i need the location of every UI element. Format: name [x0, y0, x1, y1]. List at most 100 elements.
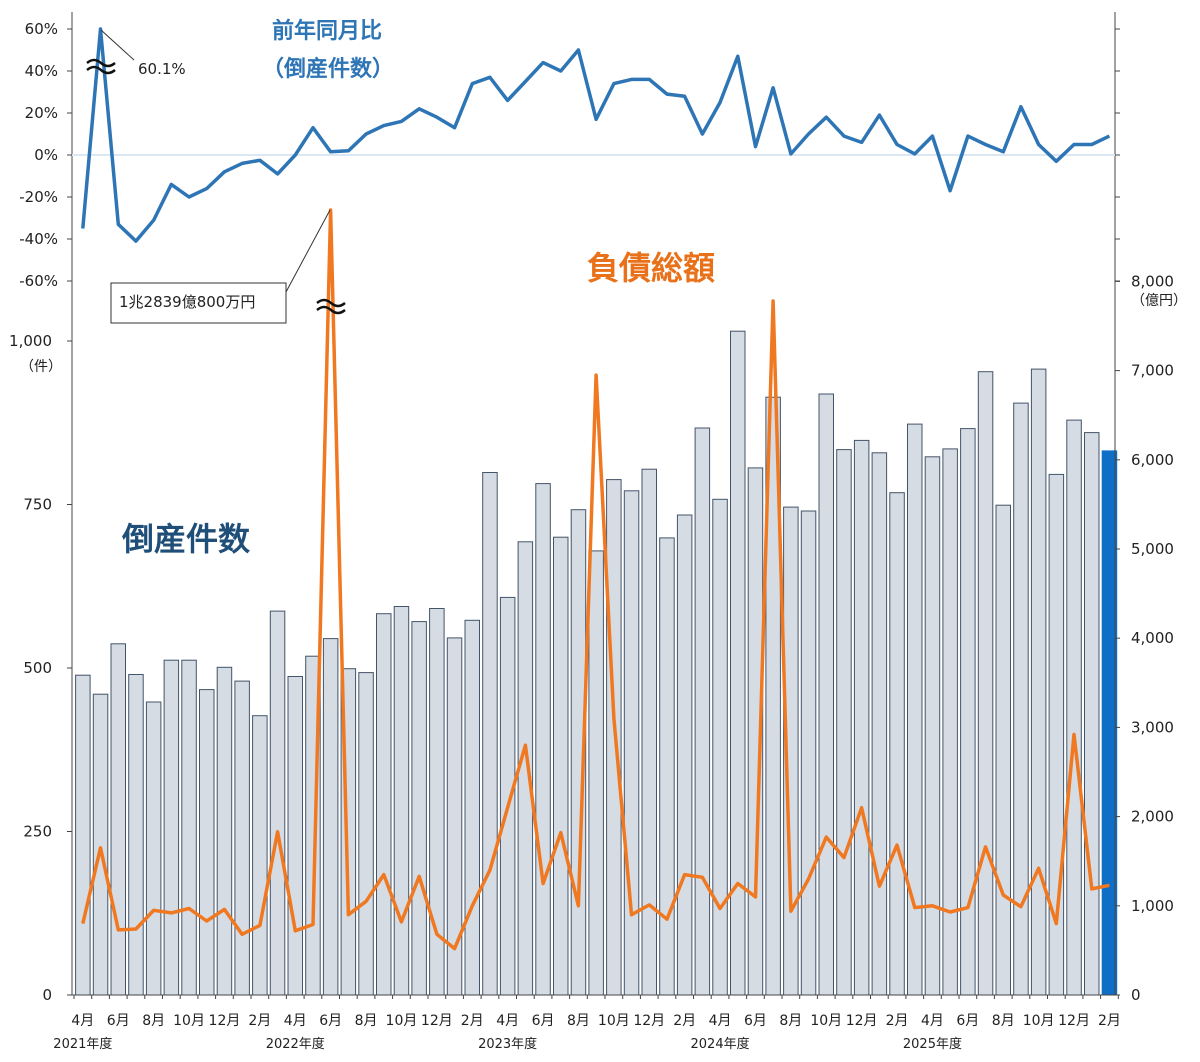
bar [322, 638, 339, 996]
bar [694, 427, 711, 996]
bar [871, 452, 888, 996]
x-tick-label: 4月 [71, 1013, 94, 1029]
right-axis-unit: （億円） [1131, 293, 1187, 309]
bar [535, 483, 551, 996]
x-tick-label: 10月 [598, 1013, 630, 1029]
left-tick-label: 0 [42, 986, 52, 1004]
x-tick-label: 6月 [319, 1013, 342, 1029]
x-tick-label: 4月 [496, 1013, 519, 1029]
debt-series [81, 208, 1110, 951]
left-tick-label: 1,000 [9, 332, 52, 350]
x-tick-label: 2月 [248, 1013, 271, 1029]
x-tick-label: 4月 [921, 1013, 944, 1029]
left-tick-label: 250 [23, 823, 52, 841]
bar [676, 514, 693, 996]
right-tick-label: 8,000 [1131, 272, 1174, 290]
bar [659, 537, 675, 996]
fiscal-year-label: 2023年度 [478, 1036, 537, 1052]
bar [853, 439, 870, 996]
bar [924, 456, 941, 996]
debt-series-label: 負債総額 [587, 249, 715, 287]
fiscal-year-label: 2024年度 [691, 1036, 750, 1052]
right-tick-label: 6,000 [1131, 451, 1174, 469]
bar [145, 701, 162, 996]
right-tick-label: 1,000 [1131, 897, 1174, 915]
x-tick-label: 2月 [886, 1013, 909, 1029]
x-tick-label: 10月 [810, 1013, 842, 1029]
fiscal-year-label: 2022年度 [266, 1036, 325, 1052]
yoy-tick-label: 40% [25, 62, 58, 80]
yoy-title-line2: （倒産件数） [262, 56, 394, 82]
yoy-line [81, 27, 1111, 243]
bar [995, 504, 1011, 996]
yoy-peak-annotation: 60.1% [138, 60, 186, 78]
debt-peak-leader [285, 209, 331, 293]
x-tick-label: 4月 [709, 1013, 732, 1029]
yoy-tick-label: -60% [19, 272, 58, 290]
x-tick-label: 12月 [1058, 1013, 1090, 1029]
bar [977, 371, 994, 996]
bar [623, 490, 640, 996]
bar [1030, 368, 1047, 996]
right-tick-label: 0 [1131, 986, 1141, 1004]
bar [393, 606, 410, 996]
axes [67, 12, 1120, 999]
x-tick-label: 12月 [846, 1013, 878, 1029]
left-axis-unit: （件） [20, 359, 62, 375]
bar [641, 468, 657, 996]
x-tick-label: 2月 [461, 1013, 484, 1029]
yoy-tick-label: 20% [25, 104, 58, 122]
bar [269, 610, 286, 996]
bar [199, 689, 215, 996]
bar [234, 680, 250, 996]
bar [836, 449, 852, 996]
left-tick-label: 750 [23, 496, 52, 514]
yoy-peak-leader [100, 29, 135, 61]
bar [411, 621, 427, 996]
right-tick-label: 4,000 [1131, 629, 1174, 647]
x-tick-label: 8月 [992, 1013, 1015, 1029]
bar [712, 498, 728, 996]
right-tick-label: 3,000 [1131, 718, 1174, 736]
x-tick-label: 6月 [532, 1013, 555, 1029]
bar [553, 536, 569, 996]
bar [1066, 419, 1082, 996]
x-tick-label: 8月 [142, 1013, 165, 1029]
x-tick-label: 6月 [744, 1013, 767, 1029]
bar [287, 676, 303, 996]
fiscal-year-label: 2025年度 [903, 1036, 962, 1052]
debt-break-mark [316, 298, 346, 315]
x-tick-label: 12月 [209, 1013, 241, 1029]
x-tick-label: 8月 [567, 1013, 590, 1029]
fiscal-year-label: 2021年度 [53, 1036, 112, 1052]
bar [376, 613, 392, 996]
bar [907, 423, 923, 996]
yoy-tick-label: 60% [25, 20, 58, 38]
bar [730, 330, 746, 996]
bar [252, 715, 268, 996]
x-tick-label: 8月 [779, 1013, 802, 1029]
bar [464, 619, 480, 996]
right-tick-label: 5,000 [1131, 540, 1174, 558]
x-tick-label: 2月 [1098, 1013, 1121, 1029]
yoy-tick-label: 0% [34, 146, 58, 164]
yoy-title-line1: 前年同月比 [272, 18, 382, 44]
bar [818, 393, 834, 996]
bar [1084, 432, 1100, 996]
yoy-tick-label: -20% [19, 188, 58, 206]
x-tick-label: 12月 [421, 1013, 453, 1029]
bar [800, 510, 817, 996]
bar [75, 674, 91, 996]
yoy-break-mark [86, 58, 116, 75]
debt-peak-annotation: 1兆2839億800万円 [119, 293, 255, 311]
right-tick-label: 7,000 [1131, 362, 1174, 380]
x-tick-label: 10月 [386, 1013, 418, 1029]
x-tick-label: 12月 [633, 1013, 665, 1029]
x-tick-label: 4月 [284, 1013, 307, 1029]
bar [889, 492, 905, 996]
bar [499, 596, 516, 996]
x-tick-label: 10月 [173, 1013, 205, 1029]
x-tick-label: 8月 [355, 1013, 378, 1029]
bar [588, 550, 604, 996]
